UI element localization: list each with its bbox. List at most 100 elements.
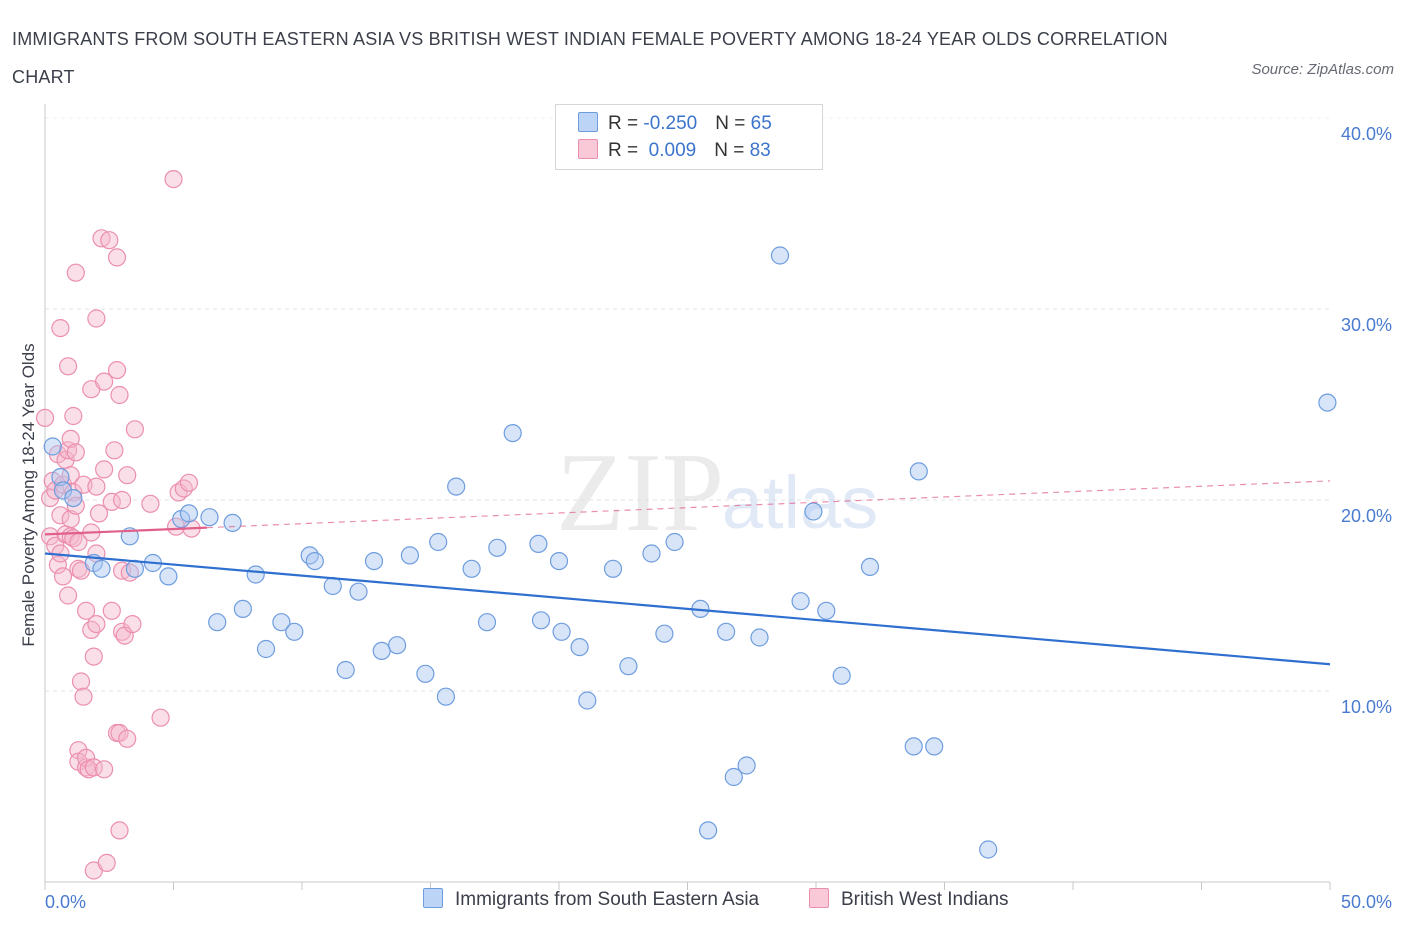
data-point-immigrants (737, 756, 756, 775)
data-point-immigrants (436, 687, 455, 706)
data-point-british-west-indians (141, 494, 160, 513)
axes (44, 104, 1331, 890)
data-point-immigrants (909, 462, 928, 481)
data-point-immigrants (619, 657, 638, 676)
data-point-immigrants (603, 559, 623, 578)
data-point-british-west-indians (179, 473, 198, 492)
data-point-immigrants (665, 532, 684, 552)
legend-r-label: R = (608, 140, 644, 161)
data-point-immigrants (246, 565, 265, 584)
data-point-immigrants (300, 546, 319, 565)
data-point-immigrants (832, 666, 851, 685)
data-point-british-west-indians (125, 420, 144, 439)
data-point-british-west-indians (87, 477, 106, 496)
data-point-immigrants (51, 468, 70, 487)
data-point-immigrants (925, 737, 944, 756)
data-point-british-west-indians (64, 406, 83, 426)
y-tick-label: 40.0% (1341, 124, 1392, 144)
data-point-immigrants (200, 508, 219, 527)
legend-swatch-pink (578, 139, 598, 159)
data-point-british-west-indians (66, 443, 85, 462)
data-point-immigrants (285, 622, 304, 641)
data-point-immigrants (179, 504, 198, 523)
trend-line-immigrants (44, 552, 1331, 666)
data-point-immigrants (750, 628, 769, 647)
data-point-immigrants (477, 613, 497, 632)
data-point-immigrants (531, 611, 551, 630)
data-point-immigrants (223, 513, 242, 533)
x-tick-labels: 0.0% 50.0% (45, 892, 1392, 912)
data-point-british-west-indians (110, 821, 129, 840)
data-point-british-west-indians (123, 614, 142, 634)
data-point-british-west-indians (76, 748, 96, 768)
data-point-british-west-indians (58, 357, 78, 376)
legend-label-british-west-indians: British West Indians (841, 889, 1009, 910)
data-point-british-west-indians (58, 586, 78, 605)
data-point-british-west-indians (151, 708, 170, 727)
data-point-immigrants (305, 551, 324, 571)
data-point-british-west-indians (76, 601, 96, 620)
y-tick-label: 10.0% (1341, 697, 1392, 717)
data-point-immigrants (698, 821, 718, 840)
trend-lines (44, 480, 1331, 666)
data-point-immigrants (655, 624, 674, 643)
legend-r-value: 0.009 (643, 140, 697, 161)
data-point-immigrants (1318, 393, 1337, 412)
data-point-british-west-indians (94, 372, 114, 391)
y-tick-label: 30.0% (1341, 315, 1392, 335)
data-point-british-west-indians (51, 319, 70, 338)
legend-row-pink: R = 0.009 N = 83 (578, 139, 771, 165)
data-point-british-west-indians (100, 231, 119, 250)
legend-row-blue: R = -0.250 N = 65 (578, 112, 772, 138)
data-point-immigrants (43, 437, 62, 456)
data-point-immigrants (791, 592, 810, 611)
data-point-immigrants (400, 546, 419, 565)
data-point-immigrants (272, 613, 291, 632)
trend-line-british-west-indians-solid (44, 526, 207, 536)
data-point-british-west-indians (94, 460, 114, 479)
data-point-immigrants (462, 559, 481, 578)
legend-swatch-blue (423, 888, 443, 908)
data-point-immigrants (724, 767, 743, 787)
data-point-british-west-indians (118, 729, 137, 748)
data-point-immigrants (549, 551, 569, 571)
legend-r-value: -0.250 (643, 113, 698, 134)
data-point-british-west-indians (118, 466, 137, 485)
data-point-immigrants (529, 534, 548, 554)
data-point-british-west-indians (61, 509, 80, 529)
data-point-british-west-indians (107, 248, 127, 267)
watermark-zip: ZIP (556, 431, 724, 555)
data-point-immigrants (979, 840, 998, 859)
legend-swatch-blue (578, 112, 598, 132)
data-point-british-west-indians (164, 170, 183, 189)
data-point-immigrants (336, 660, 355, 680)
data-point-british-west-indians (35, 408, 55, 427)
data-point-british-west-indians (87, 309, 106, 328)
data-point-immigrants (904, 737, 923, 756)
data-point-british-west-indians (112, 490, 132, 510)
data-point-british-west-indians (110, 385, 129, 405)
chart-source: Source: ZipAtlas.com (1251, 61, 1394, 78)
legend-item-immigrants: Immigrants from South Eastern Asia (423, 888, 759, 911)
legend-n-label: N = (715, 113, 751, 134)
data-point-immigrants (716, 622, 736, 641)
data-point-immigrants (429, 532, 448, 552)
legend-n-value: 83 (749, 140, 771, 161)
watermark: ZIP atlas (556, 431, 878, 555)
data-point-british-west-indians (66, 263, 85, 282)
data-point-immigrants (125, 559, 144, 578)
data-point-immigrants (208, 613, 227, 632)
stats-legend: R = -0.250 N = 65 R = 0.009 N = 83 (555, 104, 823, 170)
data-point-immigrants (92, 559, 111, 578)
data-point-immigrants (804, 502, 823, 521)
data-point-immigrants (64, 489, 83, 508)
series-legend: Immigrants from South Eastern Asia Briti… (0, 888, 1406, 916)
data-point-immigrants (503, 424, 522, 443)
data-point-british-west-indians (107, 361, 127, 380)
data-point-british-west-indians (40, 527, 60, 546)
legend-item-british-west-indians: British West Indians (809, 888, 1009, 911)
data-point-british-west-indians (174, 479, 193, 498)
data-point-british-west-indians (74, 687, 93, 706)
data-point-immigrants (642, 544, 661, 563)
data-point-british-west-indians (89, 504, 109, 523)
